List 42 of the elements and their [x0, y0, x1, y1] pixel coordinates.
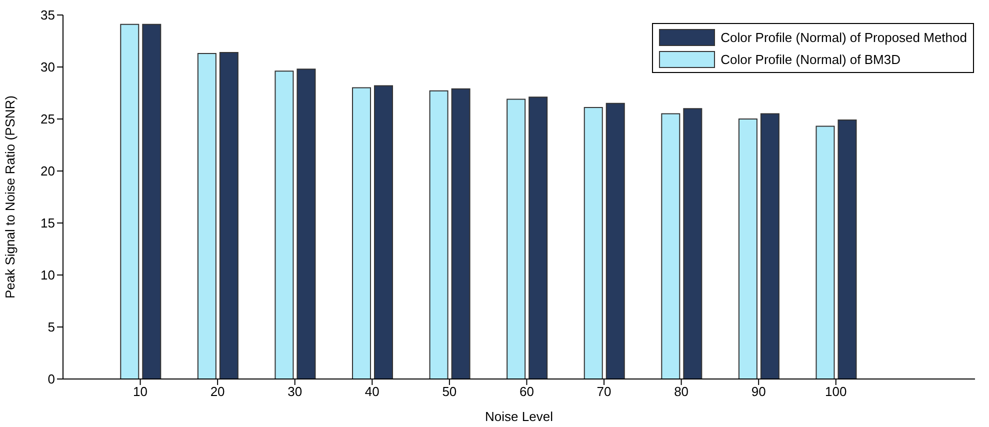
y-tick-label: 10 [40, 268, 55, 283]
x-tick-label: 80 [674, 384, 689, 400]
bar [838, 120, 857, 379]
bar [683, 108, 702, 379]
bar [374, 85, 394, 379]
bar [142, 24, 162, 379]
bar [738, 118, 758, 379]
bar [661, 113, 680, 379]
x-tick-label: 30 [288, 384, 302, 400]
x-tick-label: 60 [519, 384, 534, 400]
bar [429, 90, 448, 379]
y-tick-label: 15 [40, 216, 55, 231]
bar [296, 68, 316, 379]
y-tick-label: 0 [48, 372, 55, 387]
x-tick-label: 50 [442, 384, 457, 400]
bar [219, 52, 238, 379]
x-tick-label: 90 [751, 384, 766, 400]
bar [274, 70, 294, 379]
bar [506, 98, 526, 379]
legend-label: Color Profile (Normal) of Proposed Method [720, 30, 967, 44]
bar [528, 96, 548, 379]
x-tick-label: 40 [364, 384, 380, 400]
bar [584, 107, 603, 379]
bar [451, 88, 470, 379]
bar [606, 102, 625, 379]
bar [760, 113, 780, 379]
x-axis-title: Noise Level [485, 409, 554, 424]
bar [120, 24, 140, 379]
y-axis-title: Peak Signal to Noise Ratio (PSNR) [2, 95, 18, 299]
y-tick-label: 30 [40, 60, 55, 75]
x-tick-label: 70 [596, 384, 612, 400]
bar [816, 126, 835, 379]
x-tick-label: 100 [825, 384, 847, 400]
x-tick-label: 10 [133, 384, 148, 400]
bar [197, 52, 216, 379]
y-tick-label: 25 [40, 112, 55, 127]
y-tick-label: 20 [40, 164, 55, 179]
bar [352, 87, 372, 379]
legend-label: Color Profile (Normal) of BM3D [720, 52, 900, 66]
y-tick-label: 5 [48, 320, 55, 335]
x-tick-label: 20 [210, 384, 225, 400]
y-tick-label: 35 [40, 8, 55, 23]
